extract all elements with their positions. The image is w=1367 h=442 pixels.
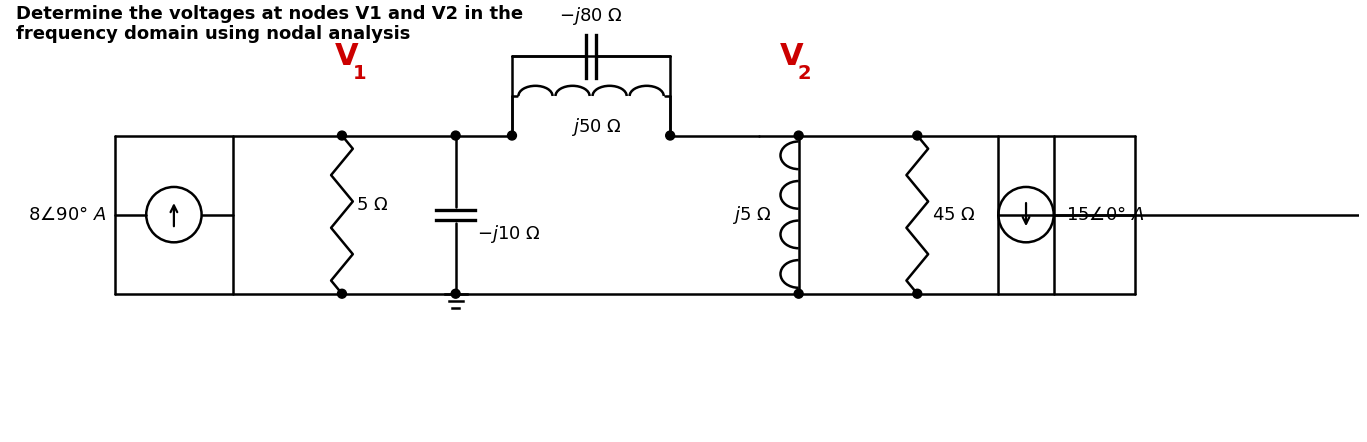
Circle shape	[451, 289, 461, 298]
Circle shape	[913, 289, 921, 298]
Text: $8\angle 90°\ A$: $8\angle 90°\ A$	[29, 206, 107, 224]
Circle shape	[913, 131, 921, 140]
Circle shape	[666, 131, 674, 140]
Circle shape	[507, 131, 517, 140]
Circle shape	[338, 131, 346, 140]
Text: $\mathbf{V}$: $\mathbf{V}$	[779, 42, 804, 71]
Text: $15\angle 0°\ A$: $15\angle 0°\ A$	[1065, 206, 1144, 224]
Text: $\mathbf{2}$: $\mathbf{2}$	[797, 64, 811, 83]
Circle shape	[794, 289, 804, 298]
Text: $j5\ \Omega$: $j5\ \Omega$	[731, 204, 771, 225]
Circle shape	[338, 289, 346, 298]
Text: $j50\ \Omega$: $j50\ \Omega$	[570, 116, 622, 138]
Text: $-j80\ \Omega$: $-j80\ \Omega$	[559, 5, 623, 27]
Text: $45\ \Omega$: $45\ \Omega$	[932, 206, 976, 224]
Circle shape	[794, 131, 804, 140]
Text: $5\ \Omega$: $5\ \Omega$	[355, 196, 388, 214]
Circle shape	[451, 131, 461, 140]
Text: $\mathbf{V}$: $\mathbf{V}$	[334, 42, 360, 71]
Text: Determine the voltages at nodes V1 and V2 in the: Determine the voltages at nodes V1 and V…	[16, 5, 522, 23]
Text: $-j10\ \Omega$: $-j10\ \Omega$	[477, 223, 541, 245]
Text: frequency domain using nodal analysis: frequency domain using nodal analysis	[16, 25, 410, 43]
Text: $\mathbf{1}$: $\mathbf{1}$	[351, 64, 366, 83]
